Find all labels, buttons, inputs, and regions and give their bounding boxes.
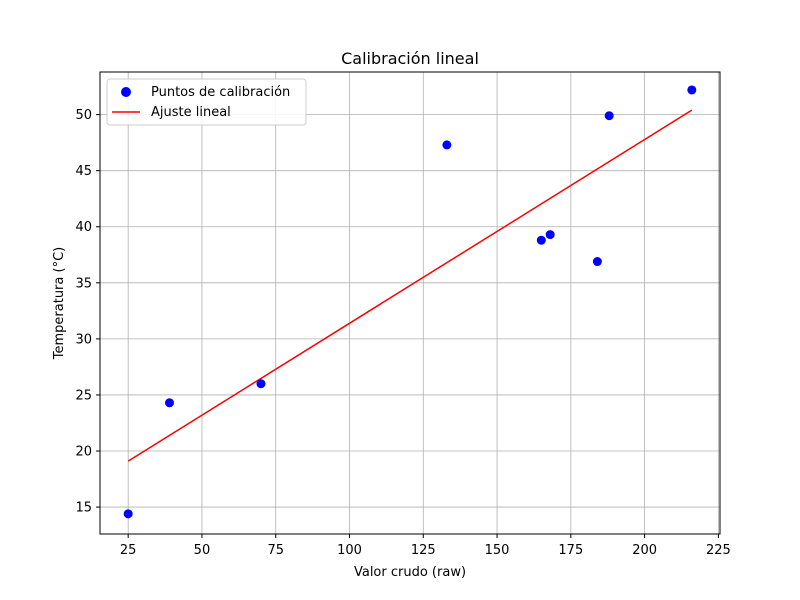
grid	[100, 72, 720, 534]
x-tick-label: 150	[485, 543, 510, 558]
y-tick-label: 15	[75, 501, 92, 516]
x-tick-label: 200	[632, 543, 657, 558]
calibration-point	[164, 398, 174, 408]
calibration-point	[604, 111, 614, 121]
calibration-point	[256, 379, 266, 389]
x-tick-label: 225	[706, 543, 731, 558]
calibration-point	[123, 509, 133, 519]
calibration-point	[442, 140, 452, 150]
calibration-point	[545, 230, 555, 240]
y-tick-label: 35	[75, 276, 92, 291]
legend: Puntos de calibración Ajuste lineal	[106, 78, 307, 126]
calibration-point	[687, 85, 697, 95]
x-tick-label: 50	[194, 543, 211, 558]
points-layer	[123, 85, 697, 519]
y-tick-label: 30	[75, 332, 92, 347]
x-tick-label: 25	[120, 543, 137, 558]
axis-ticks: 25 50 75 100 125 150 175 200 225 15 20 25 30 35 40 45 50	[75, 108, 730, 558]
y-axis-label: Temperatura (°C)	[52, 247, 67, 360]
y-tick-label: 50	[75, 108, 92, 123]
fit-line	[127, 109, 693, 462]
legend-entry-fit: Ajuste lineal	[151, 105, 231, 120]
y-tick-label: 20	[75, 445, 92, 460]
legend-scatter-marker	[121, 87, 131, 97]
legend-entry-points: Puntos de calibración	[151, 85, 290, 100]
y-tick-label: 40	[75, 220, 92, 235]
x-tick-label: 75	[267, 543, 284, 558]
plot-area	[100, 72, 720, 534]
fit-line-layer	[127, 109, 693, 462]
calibration-point	[536, 235, 546, 245]
x-tick-label: 100	[337, 543, 362, 558]
calibration-point	[592, 257, 602, 267]
x-axis-label: Valor crudo (raw)	[354, 565, 466, 580]
legend-box	[106, 78, 307, 126]
y-tick-label: 45	[75, 164, 92, 179]
x-tick-label: 125	[411, 543, 436, 558]
chart-title: Calibración lineal	[341, 49, 479, 68]
x-tick-label: 175	[558, 543, 583, 558]
y-tick-label: 25	[75, 388, 92, 403]
plot-frame	[99, 71, 721, 535]
